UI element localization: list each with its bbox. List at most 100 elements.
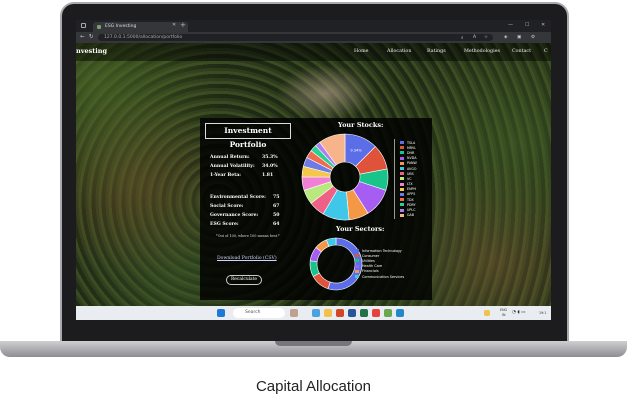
stock-legend-label: ENPH — [407, 187, 417, 192]
social-score-label: Social Score: — [210, 204, 244, 209]
collections-icon[interactable]: ▣ — [517, 35, 522, 40]
stock-legend-label: NVDA — [407, 156, 417, 161]
stock-legend-swatch — [400, 208, 404, 212]
nav-link-methodologies[interactable]: Methodologies — [464, 49, 500, 54]
stock-slice-14[interactable] — [319, 133, 346, 166]
annual-volatility-value: 34.0% — [262, 164, 278, 169]
sectors-legend: Information Technology Consumer Utilities H… — [355, 248, 404, 279]
language-bottom[interactable]: IN — [502, 313, 506, 317]
sector-legend-label: Information Technology — [362, 248, 402, 253]
vscode-icon[interactable] — [396, 309, 404, 317]
url-field[interactable]: 127.0.0.1:5000/allocation/portfolio — [98, 34, 493, 41]
sector-legend-item[interactable]: Financials — [355, 269, 404, 274]
nav-link-contact[interactable]: Contact — [512, 49, 532, 54]
site-brand[interactable]: nvesting — [76, 47, 108, 55]
esg-score-label: ESG Score: — [210, 222, 239, 227]
edge-browser-icon[interactable] — [312, 309, 320, 317]
maximize-button[interactable]: ☐ — [525, 22, 530, 28]
stock-legend-item[interactable]: TDX — [400, 197, 417, 202]
settings-icon[interactable]: ⚙ — [531, 35, 536, 40]
refresh-icon[interactable]: ↻ — [89, 34, 94, 40]
minimize-button[interactable]: — — [508, 22, 513, 28]
stock-legend-item[interactable]: ENPH — [400, 187, 417, 192]
nav-link-more[interactable]: C — [544, 49, 548, 54]
tab-close-icon[interactable]: ✕ — [172, 22, 177, 28]
recalculate-button[interactable]: Recalculate — [226, 275, 262, 285]
stock-legend-swatch — [400, 167, 404, 171]
excel-icon[interactable] — [360, 309, 368, 317]
chrome-icon[interactable] — [372, 309, 380, 317]
sector-legend-item[interactable]: Health Care — [355, 264, 404, 269]
sector-legend-swatch — [355, 259, 359, 263]
office-icon[interactable] — [336, 309, 344, 317]
stock-legend-item[interactable]: LTX — [400, 182, 417, 187]
sector-legend-item[interactable]: Utilities — [355, 258, 404, 263]
sector-slice-5[interactable] — [326, 237, 337, 247]
stock-legend-label: MRVL — [407, 145, 417, 150]
language-top[interactable]: ENG — [500, 308, 508, 312]
stock-legend-swatch — [400, 146, 404, 150]
sector-legend-item[interactable]: Information Technology — [355, 248, 404, 253]
stock-legend-item[interactable]: PDRY — [400, 202, 417, 207]
stock-legend-swatch — [400, 198, 404, 202]
download-csv-link[interactable]: Download Portfolio (CSV) — [217, 256, 277, 261]
sector-slice-2[interactable] — [309, 260, 320, 277]
stock-legend-item[interactable]: AVGO — [400, 166, 417, 171]
favorite-star-icon[interactable]: ☆ — [484, 35, 489, 40]
taskbar-search[interactable]: Search — [233, 308, 285, 318]
browser-tab-bar: ESG Investing ✕ + — ☐ ✕ — [76, 20, 551, 32]
nav-link-ratings[interactable]: Ratings — [427, 49, 446, 54]
extension-icon[interactable]: ◈ — [504, 35, 508, 40]
stock-slice-label-0: 9.34% — [350, 148, 362, 152]
sector-slice-1[interactable] — [312, 272, 331, 290]
sectors-title: Your Sectors: — [336, 225, 385, 233]
stock-legend-item[interactable]: UBS — [400, 171, 417, 176]
stock-legend-swatch — [400, 161, 404, 165]
stock-legend-item[interactable]: NVDA — [400, 156, 417, 161]
stock-legend-label: DHR — [407, 150, 415, 155]
file-explorer-icon[interactable] — [324, 309, 332, 317]
tab-title: ESG Investing — [105, 24, 137, 29]
stock-legend-swatch — [400, 156, 404, 160]
stock-legend-label: GAB — [407, 213, 415, 218]
network-volume-icon[interactable]: ◔ ◖ ▭ — [512, 310, 526, 315]
legend-scrollbar[interactable] — [394, 139, 395, 219]
stock-legend-item[interactable]: VC — [400, 176, 417, 181]
stock-legend-item[interactable]: PANW — [400, 161, 417, 166]
nav-link-home[interactable]: Home — [354, 49, 369, 54]
sector-legend-label: Financials — [362, 269, 379, 274]
stock-legend-item[interactable]: MRVL — [400, 145, 417, 150]
browser-tab[interactable]: ESG Investing — [93, 22, 188, 32]
beta-label: 1-Year Beta: — [210, 173, 241, 178]
search-icon[interactable]: ⌕ — [461, 36, 464, 41]
sector-legend-label: Health Care — [362, 264, 383, 269]
close-window-button[interactable]: ✕ — [541, 22, 546, 28]
stock-legend-item[interactable]: GAB — [400, 213, 417, 218]
back-icon[interactable]: ← — [80, 34, 85, 40]
clock-time[interactable]: 19:1 — [539, 311, 547, 315]
window-menu-icon[interactable] — [81, 23, 86, 28]
widgets-icon[interactable] — [290, 309, 298, 317]
web-page: nvesting Home Allocation Ratings Methodo… — [76, 43, 551, 306]
environmental-score-label: Environmental Score: — [210, 195, 266, 200]
app-icon[interactable] — [384, 309, 392, 317]
annual-return-value: 35.3% — [262, 155, 278, 160]
score-footnote: *Out of 100, where 100 means best.* — [216, 234, 280, 238]
stock-legend-item[interactable]: TSLA — [400, 140, 417, 145]
word-icon[interactable] — [348, 309, 356, 317]
nav-link-allocation[interactable]: Allocation — [387, 49, 412, 54]
stock-legend-item[interactable]: DHR — [400, 150, 417, 155]
start-button-icon[interactable] — [217, 309, 225, 317]
environmental-score-value: 75 — [273, 195, 280, 200]
sector-legend-item[interactable]: Consumer — [355, 253, 404, 258]
sector-legend-item[interactable]: Communication Services — [355, 274, 404, 279]
new-tab-button[interactable]: + — [180, 21, 186, 29]
weather-icon[interactable] — [484, 310, 490, 316]
stock-legend-item[interactable]: UPLC — [400, 207, 417, 212]
stock-legend-item[interactable]: APPS — [400, 192, 417, 197]
read-aloud-icon[interactable]: A — [473, 35, 477, 40]
stocks-legend: TSLA MRVL DHR NVDA PANW AVGO UBS VC LTX ENPH APPS T… — [400, 140, 417, 218]
stocks-donut-chart: 9.34% — [301, 133, 389, 221]
stock-legend-swatch — [400, 141, 404, 145]
